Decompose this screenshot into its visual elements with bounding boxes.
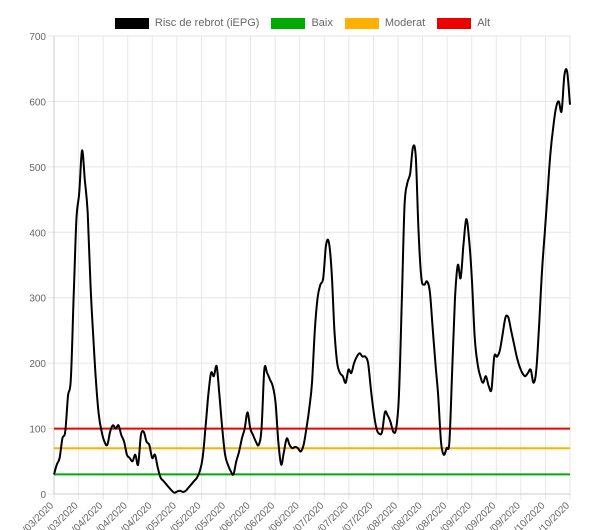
series-layer [53, 68, 571, 494]
y-tick-label: 700 [29, 32, 46, 43]
threshold-lines [54, 427, 570, 476]
y-tick-label: 600 [29, 97, 46, 108]
y-axis: 0 100 200 300 400 500 600 700 [29, 32, 46, 501]
y-tick-label: 0 [40, 490, 46, 501]
legend-swatch-baix [271, 17, 306, 29]
legend-item-baix[interactable]: Baix [271, 17, 333, 29]
legend-label-alt: Alt [477, 17, 491, 29]
legend-item-moderat[interactable]: Moderat [344, 17, 426, 29]
y-tick-label: 500 [29, 163, 46, 174]
x-axis: …/03/2020…/03/2020…/04/2020…/04/2020…/04… [14, 500, 573, 530]
legend-label-risc: Risc de rebrot (iEPG) [154, 17, 260, 29]
legend-label-baix: Baix [311, 17, 333, 29]
legend-item-alt[interactable]: Alt [437, 17, 490, 29]
legend-swatch-moderat [344, 17, 379, 29]
legend: Risc de rebrot (iEPG) Baix Moderat Alt [0, 14, 605, 32]
y-tick-label: 100 [29, 425, 46, 436]
series-line-risc-de-rebrot [53, 68, 571, 494]
legend-item-risc[interactable]: Risc de rebrot (iEPG) [114, 17, 260, 29]
legend-swatch-risc [114, 17, 149, 29]
y-tick-label: 300 [29, 294, 46, 305]
legend-swatch-alt [437, 17, 472, 29]
y-tick-label: 400 [29, 228, 46, 239]
grid [48, 35, 571, 500]
legend-label-moderat: Moderat [384, 17, 426, 29]
y-tick-label: 200 [29, 359, 46, 370]
